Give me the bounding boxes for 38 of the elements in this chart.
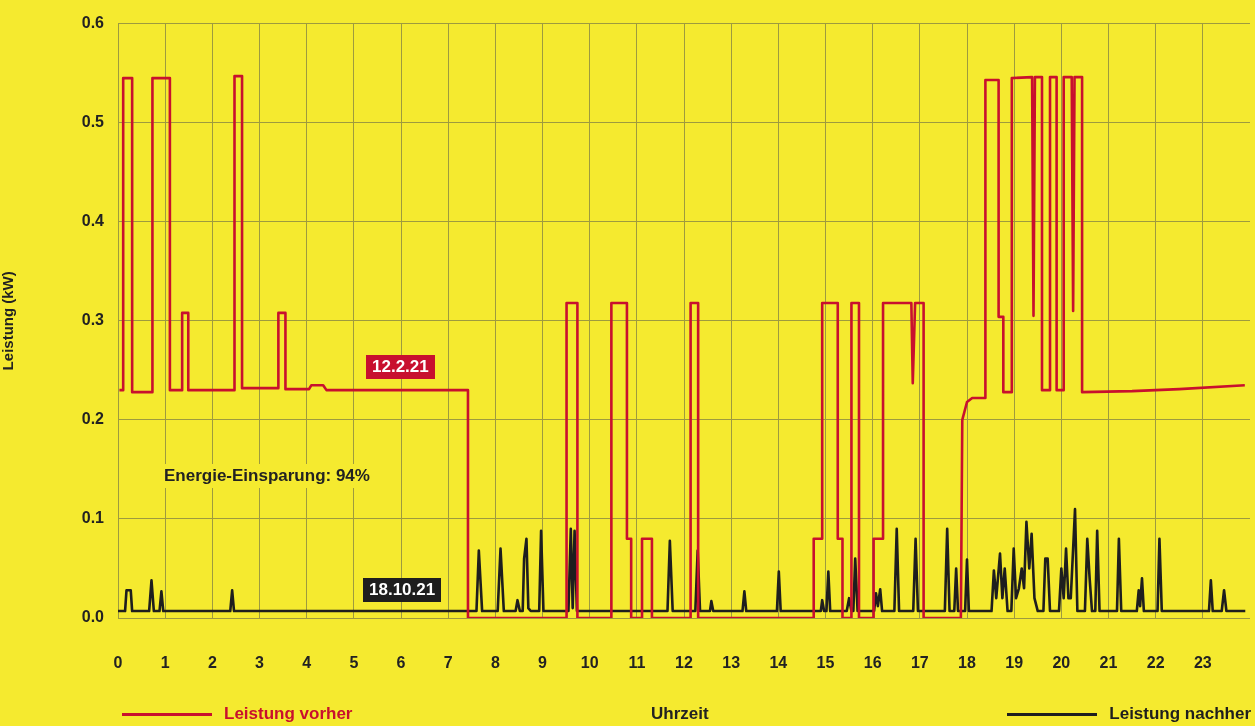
x-tick-label: 4 xyxy=(302,654,312,672)
x-tick-label: 20 xyxy=(1052,654,1071,672)
annotation: Energie-Einsparung: 94% xyxy=(158,464,376,488)
x-tick-label: 15 xyxy=(816,654,835,672)
x-tick-label: 22 xyxy=(1146,654,1165,672)
y-axis-title: Leistung (kW) xyxy=(0,271,17,371)
x-tick-label: 9 xyxy=(538,654,548,672)
x-tick-label: 6 xyxy=(396,654,406,672)
y-tick-label: 0.0 xyxy=(81,608,105,626)
annotation: 12.2.21 xyxy=(366,355,435,379)
x-tick-label: 23 xyxy=(1193,654,1212,672)
x-tick-label: 8 xyxy=(490,654,500,672)
x-tick-label: 1 xyxy=(160,654,170,672)
x-tick-label: 5 xyxy=(349,654,359,672)
x-tick-label: 12 xyxy=(675,654,693,672)
x-tick-label: 13 xyxy=(722,654,741,672)
x-tick-label: 0 xyxy=(113,654,123,672)
y-tick-label: 0.5 xyxy=(81,113,105,131)
x-tick-label: 10 xyxy=(580,654,599,672)
x-tick-label: 19 xyxy=(1005,654,1024,672)
y-tick-label: 0.1 xyxy=(81,509,105,527)
x-axis-title: Uhrzeit xyxy=(651,704,709,724)
y-tick-label: 0.6 xyxy=(81,14,105,32)
y-tick-label: 0.2 xyxy=(81,410,105,428)
x-tick-label: 2 xyxy=(207,654,217,672)
x-tick-label: 14 xyxy=(769,654,788,672)
y-tick-label: 0.4 xyxy=(81,212,105,230)
x-tick-label: 7 xyxy=(443,654,453,672)
y-tick-label: 0.3 xyxy=(81,311,105,329)
x-tick-label: 3 xyxy=(255,654,265,672)
x-tick-label: 21 xyxy=(1099,654,1118,672)
x-tick-label: 16 xyxy=(863,654,882,672)
x-tick-label: 18 xyxy=(958,654,976,672)
text: Leistung nachher xyxy=(1109,704,1251,724)
annotation: 18.10.21 xyxy=(363,578,442,602)
x-tick-label: 11 xyxy=(628,654,646,672)
text: Leistung vorher xyxy=(224,704,353,724)
x-tick-label: 17 xyxy=(910,654,929,672)
